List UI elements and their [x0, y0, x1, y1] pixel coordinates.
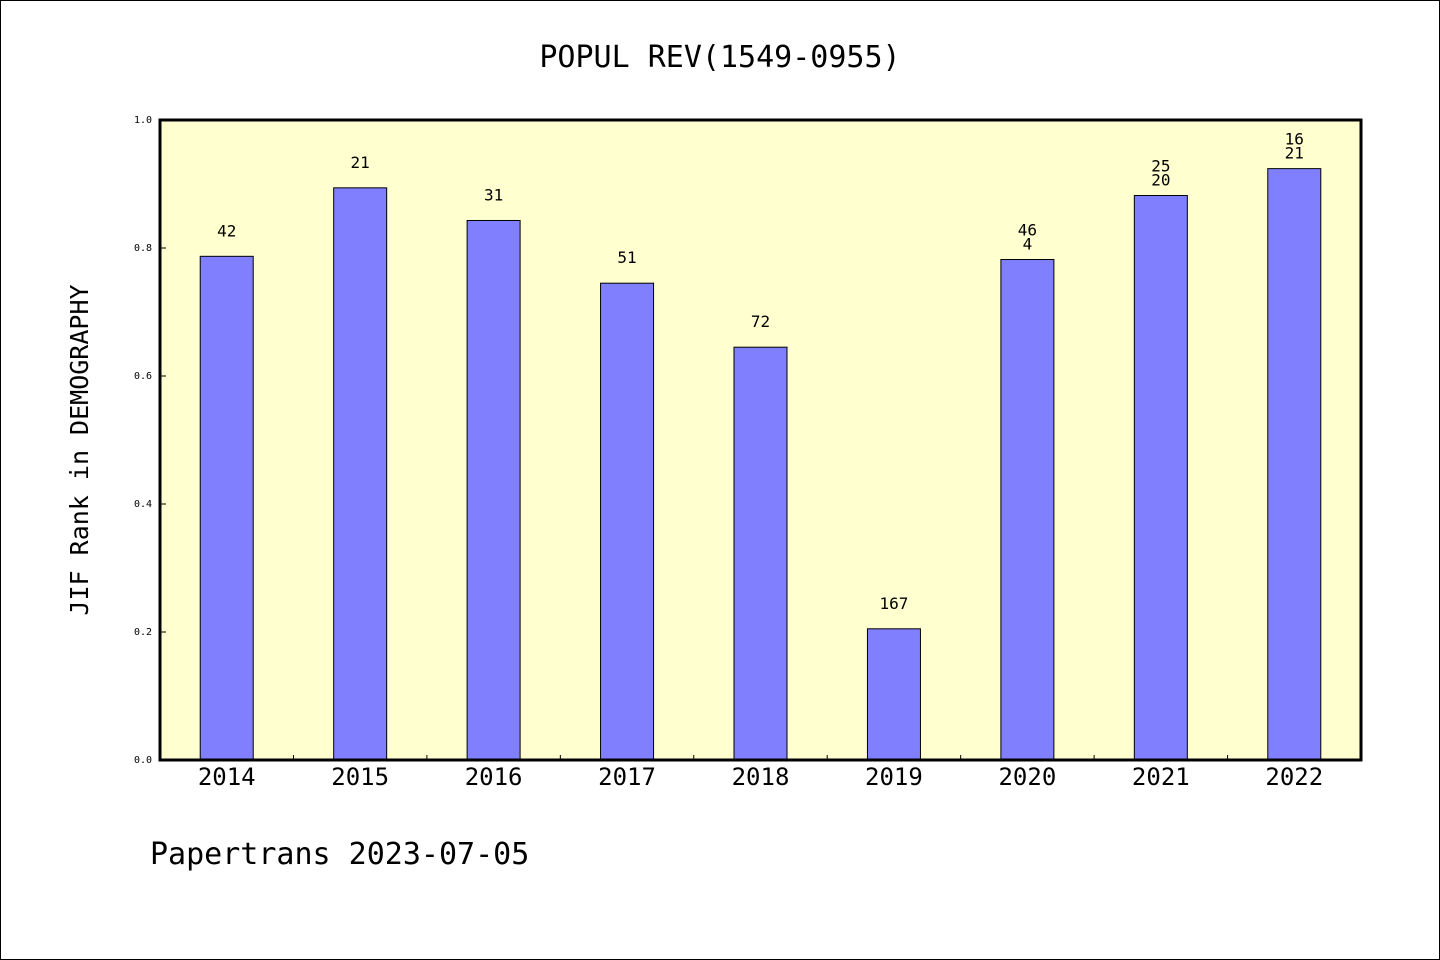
bar-label-2020-0: 46 — [1018, 221, 1037, 240]
bar-2021 — [1133, 195, 1188, 761]
bar-2015 — [333, 187, 388, 761]
bar-label-2018-0: 72 — [751, 312, 770, 331]
chart-title: POPUL REV(1549-0955) — [539, 40, 900, 75]
bar-label-2015-0: 21 — [351, 153, 370, 172]
bar-label-2014-0: 42 — [217, 221, 236, 240]
y-tick-label-1: 0.2 — [134, 627, 152, 638]
bar-2022 — [1267, 168, 1322, 761]
bar-label-2022-0: 16 — [1285, 130, 1304, 149]
x-tick-label-2020: 2020 — [998, 763, 1056, 791]
y-axis-label: JIF Rank in DEMOGRAPHY — [65, 284, 94, 615]
bar-label-2016-0: 31 — [484, 185, 503, 204]
x-tick-label-2016: 2016 — [465, 763, 523, 791]
bar-2020 — [1000, 259, 1055, 761]
y-tick-label-4: 0.8 — [134, 243, 152, 254]
x-tick-label-2017: 2017 — [598, 763, 656, 791]
bar-label-2022-1: 21 — [1285, 144, 1304, 163]
bar-2016 — [466, 219, 521, 761]
x-tick-label-2022: 2022 — [1265, 763, 1323, 791]
bar-2014 — [199, 255, 254, 761]
bar-label-2021-1: 20 — [1151, 171, 1170, 190]
x-tick-label-2015: 2015 — [331, 763, 389, 791]
x-ticks-group: 2014 2015 2016 2017 2018 2019 2020 2021 2022 — [198, 755, 1323, 791]
x-tick-label-2014: 2014 — [198, 763, 256, 791]
y-tick-label-0: 0.0 — [134, 755, 152, 766]
x-tick-label-2019: 2019 — [865, 763, 923, 791]
x-tick-label-2021: 2021 — [1132, 763, 1190, 791]
y-tick-label-2: 0.4 — [134, 499, 152, 510]
bar-label-2021-0: 25 — [1151, 157, 1170, 176]
bar-2019 — [866, 628, 921, 761]
bar-label-2017-0: 51 — [617, 248, 636, 267]
bars-group — [199, 168, 1322, 761]
bar-2018 — [733, 346, 788, 761]
plot-border — [158, 118, 1363, 762]
bar-label-2020-1: 4 — [1023, 235, 1033, 254]
x-tick-label-2018: 2018 — [732, 763, 790, 791]
y-tick-label-3: 0.6 — [134, 371, 152, 382]
bar-2017 — [600, 282, 655, 761]
bar-label-2019-0: 167 — [879, 594, 908, 613]
y-tick-label-5: 1.0 — [134, 115, 152, 126]
footer-text: Papertrans 2023-07-05 — [150, 837, 529, 872]
